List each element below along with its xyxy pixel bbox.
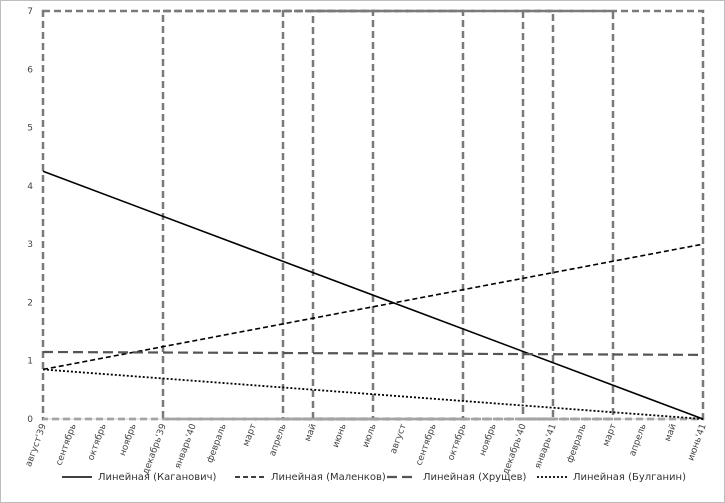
x-tick-label: май — [663, 422, 679, 443]
highlight-period-box — [281, 9, 375, 421]
y-tick-label: 4 — [27, 182, 33, 192]
x-tick-label: май — [303, 422, 319, 443]
x-tick-label: август'39 — [24, 422, 49, 468]
x-tick-label: ноябрь — [118, 423, 139, 458]
x-tick-label: март — [241, 423, 258, 448]
y-tick-label: 5 — [27, 124, 33, 134]
x-tick-label: апрель — [628, 423, 649, 458]
x-tick-label: август — [389, 423, 409, 456]
y-tick-label: 6 — [27, 65, 33, 75]
x-tick-label: февраль — [565, 423, 588, 465]
legend-label: Линейная (Каганович) — [98, 472, 217, 483]
x-tick-label: февраль — [205, 423, 228, 465]
highlight-period-box — [161, 9, 615, 421]
x-tick-label: сентябрь — [55, 423, 79, 467]
y-tick-label: 2 — [27, 298, 33, 308]
x-tick-label: декабрь'40 — [501, 422, 529, 476]
x-tick-label: апрель — [268, 423, 289, 458]
x-tick-label: октябрь — [446, 423, 468, 462]
x-tick-label: июнь — [331, 423, 349, 450]
y-tick-label: 7 — [27, 7, 33, 17]
series-line — [42, 170, 704, 420]
x-tick-label: ноябрь — [478, 423, 499, 458]
x-tick-label: июль — [361, 423, 379, 449]
highlight-period-box — [311, 9, 705, 421]
x-tick-label: март — [601, 423, 618, 448]
y-tick-label: 1 — [27, 357, 33, 367]
y-tick-label: 0 — [27, 415, 33, 425]
legend-label: Линейная (Булганин) — [573, 472, 686, 483]
legend-label: Линейная (Хрущев) — [423, 472, 527, 483]
x-tick-label: октябрь — [86, 423, 108, 462]
y-tick-label: 3 — [27, 240, 33, 250]
series-line — [42, 350, 704, 356]
x-tick-label: сентябрь — [415, 423, 439, 467]
x-tick-label: июнь'41 — [686, 423, 709, 463]
x-tick-label: декабрь'39 — [141, 422, 169, 476]
x-tick-label: январь'41 — [533, 423, 558, 471]
x-tick-label: январь'40 — [173, 422, 199, 470]
legend-label: Линейная (Маленков) — [271, 472, 386, 483]
